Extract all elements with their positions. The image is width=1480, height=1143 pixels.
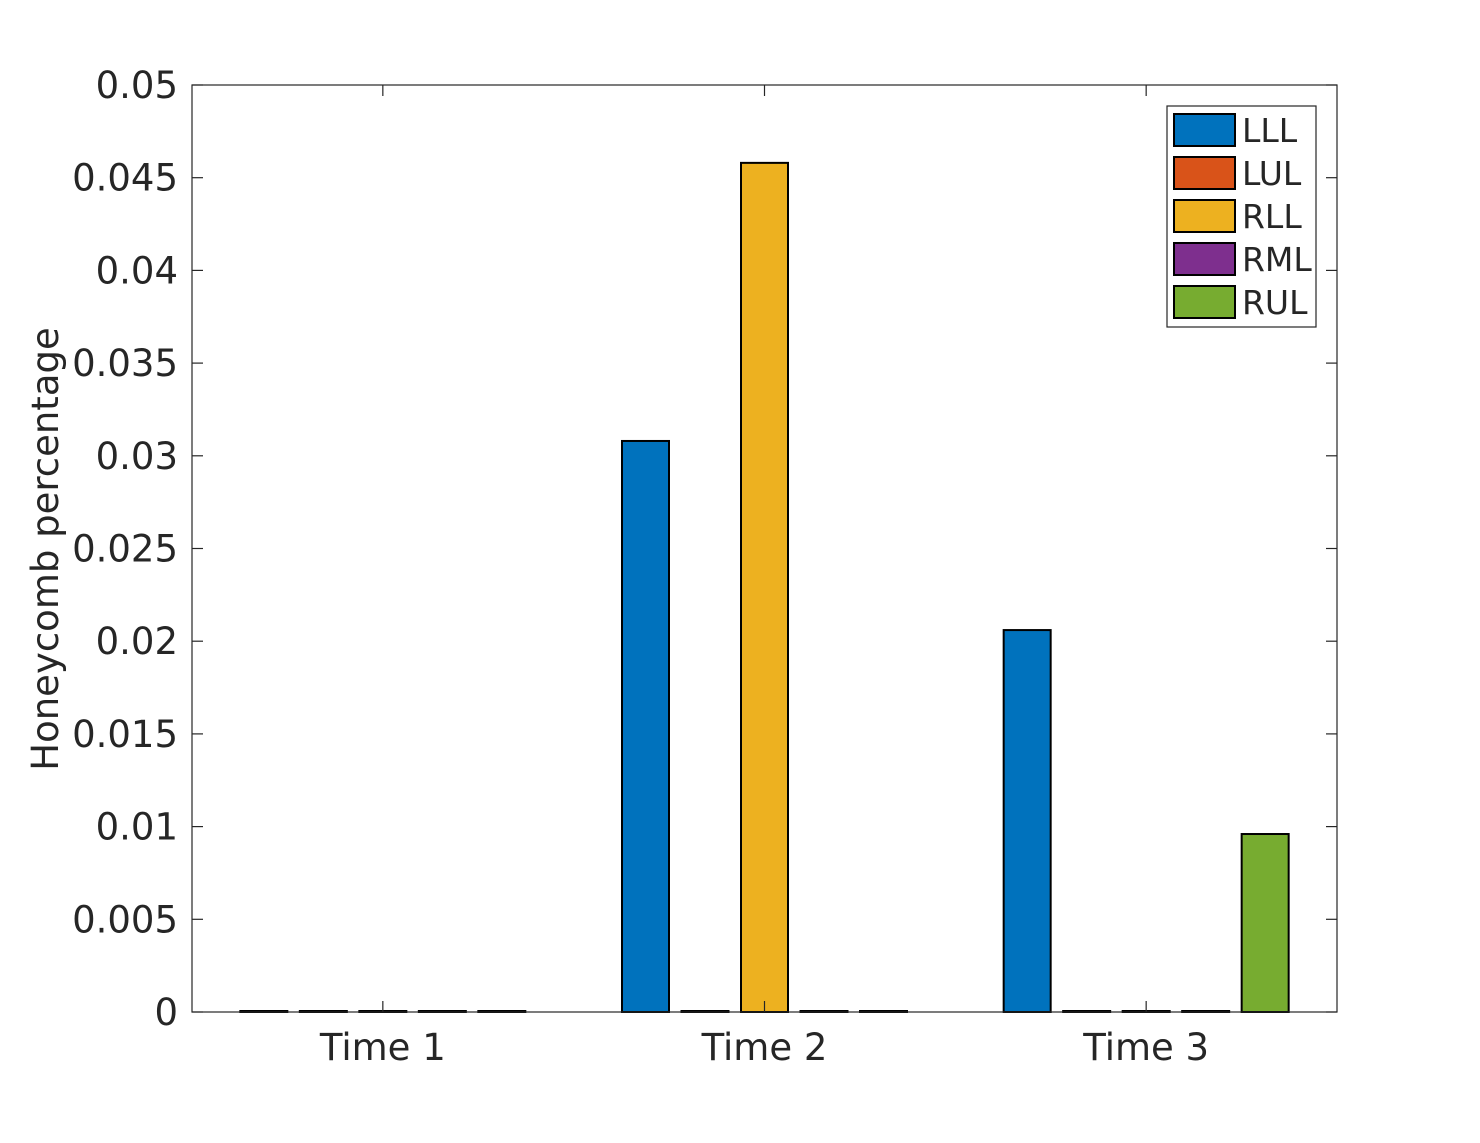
legend-swatch-lll bbox=[1173, 113, 1236, 147]
y-tick-labels: 0 0.005 0.01 0.015 0.02 0.025 0.03 0.035 0.04 0.0… bbox=[72, 64, 178, 1034]
x-tick-label: Time 2 bbox=[701, 1026, 828, 1069]
bar-rll-time-2 bbox=[740, 161, 789, 1014]
legend-label-lul: LUL bbox=[1242, 154, 1302, 193]
bar-lll-time-2 bbox=[621, 439, 670, 1013]
legend-label-rul: RUL bbox=[1242, 283, 1308, 322]
y-tick-label: 0.02 bbox=[96, 620, 178, 663]
bar-rul-time-3 bbox=[1240, 833, 1290, 1013]
y-tick-label: 0.045 bbox=[72, 157, 178, 200]
legend-label-lll: LLL bbox=[1242, 111, 1298, 150]
x-tick-labels: Time 1 Time 2 Time 3 bbox=[319, 1026, 1209, 1069]
legend-swatch-rll bbox=[1173, 199, 1236, 233]
y-tick-label: 0.03 bbox=[96, 435, 178, 478]
y-tick-label: 0.005 bbox=[72, 898, 178, 941]
y-tick-label: 0.025 bbox=[72, 528, 178, 571]
legend: LLL LUL RLL RML RUL bbox=[1166, 105, 1317, 328]
y-tick-label: 0.04 bbox=[96, 249, 178, 292]
y-tick-label: 0.015 bbox=[72, 713, 178, 756]
legend-swatch-rml bbox=[1173, 242, 1236, 276]
y-tick-label: 0.035 bbox=[72, 342, 178, 385]
y-tick-label: 0.05 bbox=[96, 64, 178, 107]
legend-label-rml: RML bbox=[1242, 240, 1312, 279]
y-tick-label: 0 bbox=[154, 991, 178, 1034]
x-tick-label: Time 1 bbox=[319, 1026, 446, 1069]
y-tick-label: 0.01 bbox=[96, 806, 178, 849]
bar-lll-time-3 bbox=[1002, 629, 1052, 1013]
y-axis-label: Honeycomb percentage bbox=[24, 327, 67, 770]
x-tick-label: Time 3 bbox=[1082, 1026, 1209, 1069]
bars-layer bbox=[239, 161, 1290, 1014]
plot-frame bbox=[191, 84, 1338, 1013]
legend-swatch-rul bbox=[1173, 285, 1236, 319]
legend-swatch-lul bbox=[1173, 156, 1236, 190]
legend-label-rll: RLL bbox=[1242, 197, 1302, 236]
